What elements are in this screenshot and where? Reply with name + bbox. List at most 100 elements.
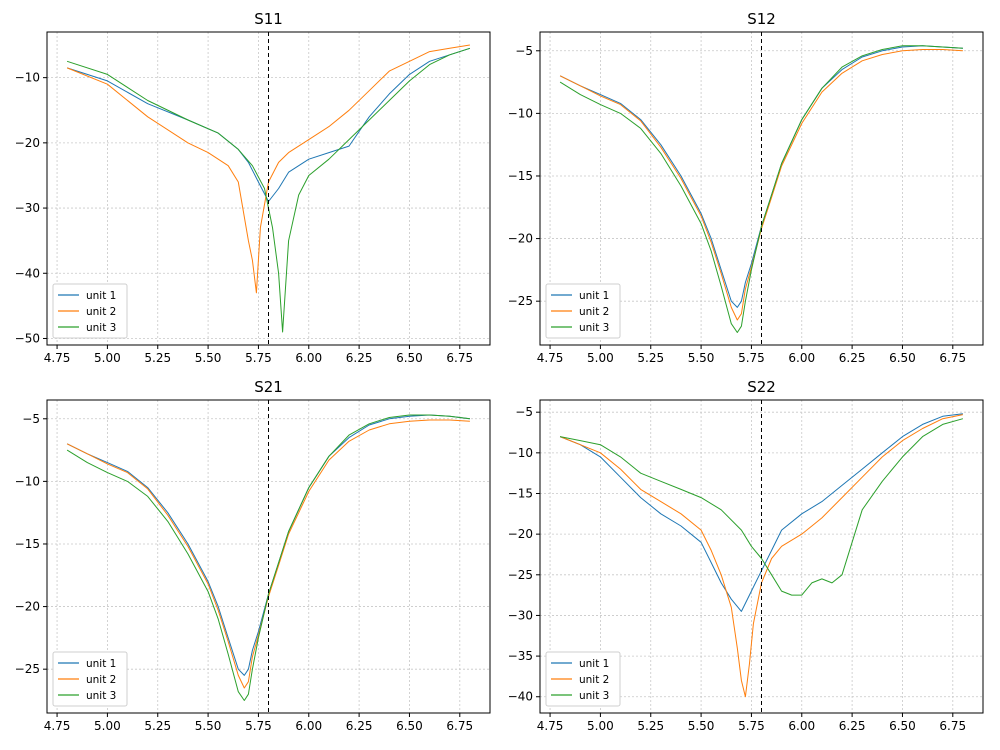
s12-series-unit-2	[559, 49, 963, 321]
s11-xtick-label-2: 5.25	[144, 351, 171, 365]
s22-ytick-label-4: −20	[508, 527, 533, 541]
s11-xtick-label-5: 6.00	[295, 351, 322, 365]
panel-s11: S11 4.75 5.00 5.25 5.50 5.75 6.00 6.25 6.50 6.75 −…	[15, 10, 491, 365]
s11-legend-label-2: unit 2	[86, 306, 116, 318]
panel-s21: S21 4.75 5.00 5.25 5.50 5.75 6.00 6.25 6.50 6.75 −…	[15, 378, 491, 733]
s11-title: S11	[254, 10, 283, 28]
s11-xtick-label-6: 6.25	[346, 351, 373, 365]
s21-xtick-label-7: 6.50	[396, 719, 423, 733]
s21-ytick-label-2: −15	[15, 537, 40, 551]
s11-legend-box	[52, 283, 128, 339]
panel-s22: S22 4.75 5.00 5.25 5.50 5.75 6.00 6.25 6.50 6.75 −…	[508, 378, 984, 733]
s12-ytick-label-0: −25	[508, 294, 533, 308]
s22-ytick-label-7: −5	[515, 405, 533, 419]
s21-legend-box	[52, 651, 128, 707]
s12-xtick-label-2: 5.25	[637, 351, 664, 365]
s22-xtick-label-2: 5.25	[637, 719, 664, 733]
s21-legend-label-1: unit 1	[86, 658, 116, 670]
s12-xtick-label-7: 6.50	[889, 351, 916, 365]
s12-xtick-label-6: 6.25	[839, 351, 866, 365]
s22-ytick-label-1: −35	[508, 649, 533, 663]
s12-ytick-label-1: −20	[508, 232, 533, 246]
s11-series-unit-3	[66, 47, 471, 333]
s22-title: S22	[747, 378, 776, 396]
s21-xtick-label-6: 6.25	[346, 719, 373, 733]
s12-ytick-label-2: −15	[508, 169, 533, 183]
s12-ytick-label-3: −10	[508, 106, 533, 120]
s12-xtick-label-8: 6.75	[939, 351, 966, 365]
s21-series-unit-2	[66, 419, 470, 689]
s21-series-unit-3	[66, 414, 470, 701]
s11-ytick-label-0: −50	[15, 331, 40, 345]
s11-ytick-label-2: −30	[15, 201, 40, 215]
s22-ytick-label-2: −30	[508, 608, 533, 622]
s21-xtick-label-4: 5.75	[245, 719, 272, 733]
s12-xtick-label-0: 4.75	[537, 351, 564, 365]
s11-xtick-label-0: 4.75	[44, 351, 71, 365]
s21-xtick-label-1: 5.00	[94, 719, 121, 733]
s12-legend-label-1: unit 1	[579, 290, 609, 302]
s22-xtick-label-5: 6.00	[788, 719, 815, 733]
s22-axes-frame	[539, 399, 984, 714]
s11-xtick-label-1: 5.00	[94, 351, 121, 365]
s12-xtick-label-1: 5.00	[587, 351, 614, 365]
s21-ytick-label-4: −5	[22, 412, 40, 426]
panel-s12: S12 4.75 5.00 5.25 5.50 5.75 6.00 6.25 6.50 6.75 −…	[508, 10, 984, 365]
s22-legend: unit 1 unit 2 unit 3	[545, 651, 621, 707]
s22-xtick-label-7: 6.50	[889, 719, 916, 733]
s21-xtick-label-5: 6.00	[295, 719, 322, 733]
s21-xtick-label-8: 6.75	[446, 719, 473, 733]
s11-ytick-label-1: −40	[15, 266, 40, 280]
s21-legend-label-2: unit 2	[86, 674, 116, 686]
s22-ytick-label-3: −25	[508, 568, 533, 582]
s22-xtick-label-4: 5.75	[738, 719, 765, 733]
s11-xtick-label-3: 5.50	[195, 351, 222, 365]
s12-legend-box	[545, 283, 621, 339]
s12-xtick-label-3: 5.50	[688, 351, 715, 365]
s21-ytick-label-3: −10	[15, 474, 40, 488]
s11-ytick-label-4: −10	[15, 71, 40, 85]
s11-legend-label-1: unit 1	[86, 290, 116, 302]
s22-legend-label-1: unit 1	[579, 658, 609, 670]
s22-series-unit-3	[560, 418, 964, 596]
s22-legend-box	[545, 651, 621, 707]
s11-xtick-label-8: 6.75	[446, 351, 473, 365]
s12-legend-label-2: unit 2	[579, 306, 609, 318]
s12-series-unit-1	[559, 45, 963, 308]
s21-ytick-label-1: −20	[15, 600, 40, 614]
s22-xtick-label-3: 5.50	[688, 719, 715, 733]
s12-legend-label-3: unit 3	[579, 322, 609, 334]
s12-series-unit-3	[559, 45, 963, 333]
s22-legend-label-3: unit 3	[579, 690, 609, 702]
s21-legend-label-3: unit 3	[86, 690, 116, 702]
s21-series-unit-1	[66, 414, 470, 676]
s22-series-unit-2	[559, 414, 963, 698]
s22-xtick-label-6: 6.25	[839, 719, 866, 733]
s21-title: S21	[254, 378, 283, 396]
s12-title: S12	[747, 10, 776, 28]
s12-axes-frame	[539, 31, 984, 346]
s21-xtick-label-2: 5.25	[144, 719, 171, 733]
s21-axes-frame	[46, 399, 491, 714]
s11-xtick-label-4: 5.75	[245, 351, 272, 365]
s22-ytick-label-0: −40	[508, 690, 533, 704]
s12-xtick-label-5: 6.00	[788, 351, 815, 365]
s22-series-unit-1	[559, 413, 963, 612]
s11-legend: unit 1 unit 2 unit 3	[52, 283, 128, 339]
s11-ytick-label-3: −20	[15, 136, 40, 150]
s11-legend-label-3: unit 3	[86, 322, 116, 334]
s21-xtick-label-0: 4.75	[44, 719, 71, 733]
s22-xtick-label-1: 5.00	[587, 719, 614, 733]
s22-xtick-label-0: 4.75	[537, 719, 564, 733]
s22-legend-label-2: unit 2	[579, 674, 609, 686]
s21-xtick-label-3: 5.50	[195, 719, 222, 733]
s22-ytick-label-6: −10	[508, 446, 533, 460]
s11-axes-frame	[46, 31, 491, 346]
s12-legend: unit 1 unit 2 unit 3	[545, 283, 621, 339]
s12-xtick-label-4: 5.75	[738, 351, 765, 365]
s21-ytick-label-0: −25	[15, 662, 40, 676]
s21-legend: unit 1 unit 2 unit 3	[52, 651, 128, 707]
s22-xtick-label-8: 6.75	[939, 719, 966, 733]
s12-ytick-label-4: −5	[515, 44, 533, 58]
